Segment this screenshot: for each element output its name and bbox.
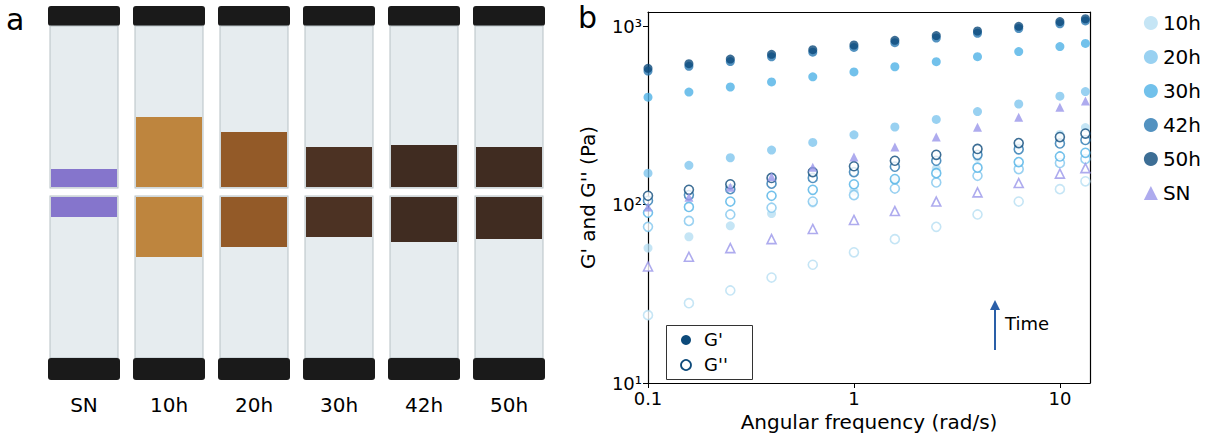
svg-text:42h: 42h: [1163, 113, 1201, 137]
svg-text:42h: 42h: [405, 393, 443, 417]
svg-text:Time: Time: [1004, 313, 1049, 334]
svg-text:b: b: [578, 0, 597, 35]
svg-text:Angular frequency (rad/s): Angular frequency (rad/s): [741, 410, 998, 434]
svg-text:10²: 10²: [612, 194, 642, 215]
svg-text:SN: SN: [70, 393, 98, 417]
svg-text:20h: 20h: [1163, 45, 1201, 69]
svg-text:50h: 50h: [1163, 147, 1201, 171]
svg-text:10³: 10³: [612, 16, 642, 37]
svg-text:30h: 30h: [320, 393, 358, 417]
svg-text:G': G': [704, 329, 723, 350]
svg-text:30h: 30h: [1163, 79, 1201, 103]
svg-text:10h: 10h: [150, 393, 188, 417]
svg-text:10¹: 10¹: [611, 372, 642, 394]
svg-text:10h: 10h: [1163, 11, 1201, 35]
svg-text:1: 1: [848, 388, 859, 409]
svg-text:G'': G'': [704, 354, 728, 375]
svg-text:a: a: [6, 2, 24, 37]
svg-text:20h: 20h: [235, 393, 273, 417]
svg-text:10: 10: [1048, 388, 1071, 409]
svg-text:G' and G'' (Pa): G' and G'' (Pa): [576, 126, 600, 269]
svg-text:50h: 50h: [490, 393, 528, 417]
svg-text:0.1: 0.1: [634, 388, 663, 409]
svg-text:SN: SN: [1163, 181, 1191, 205]
